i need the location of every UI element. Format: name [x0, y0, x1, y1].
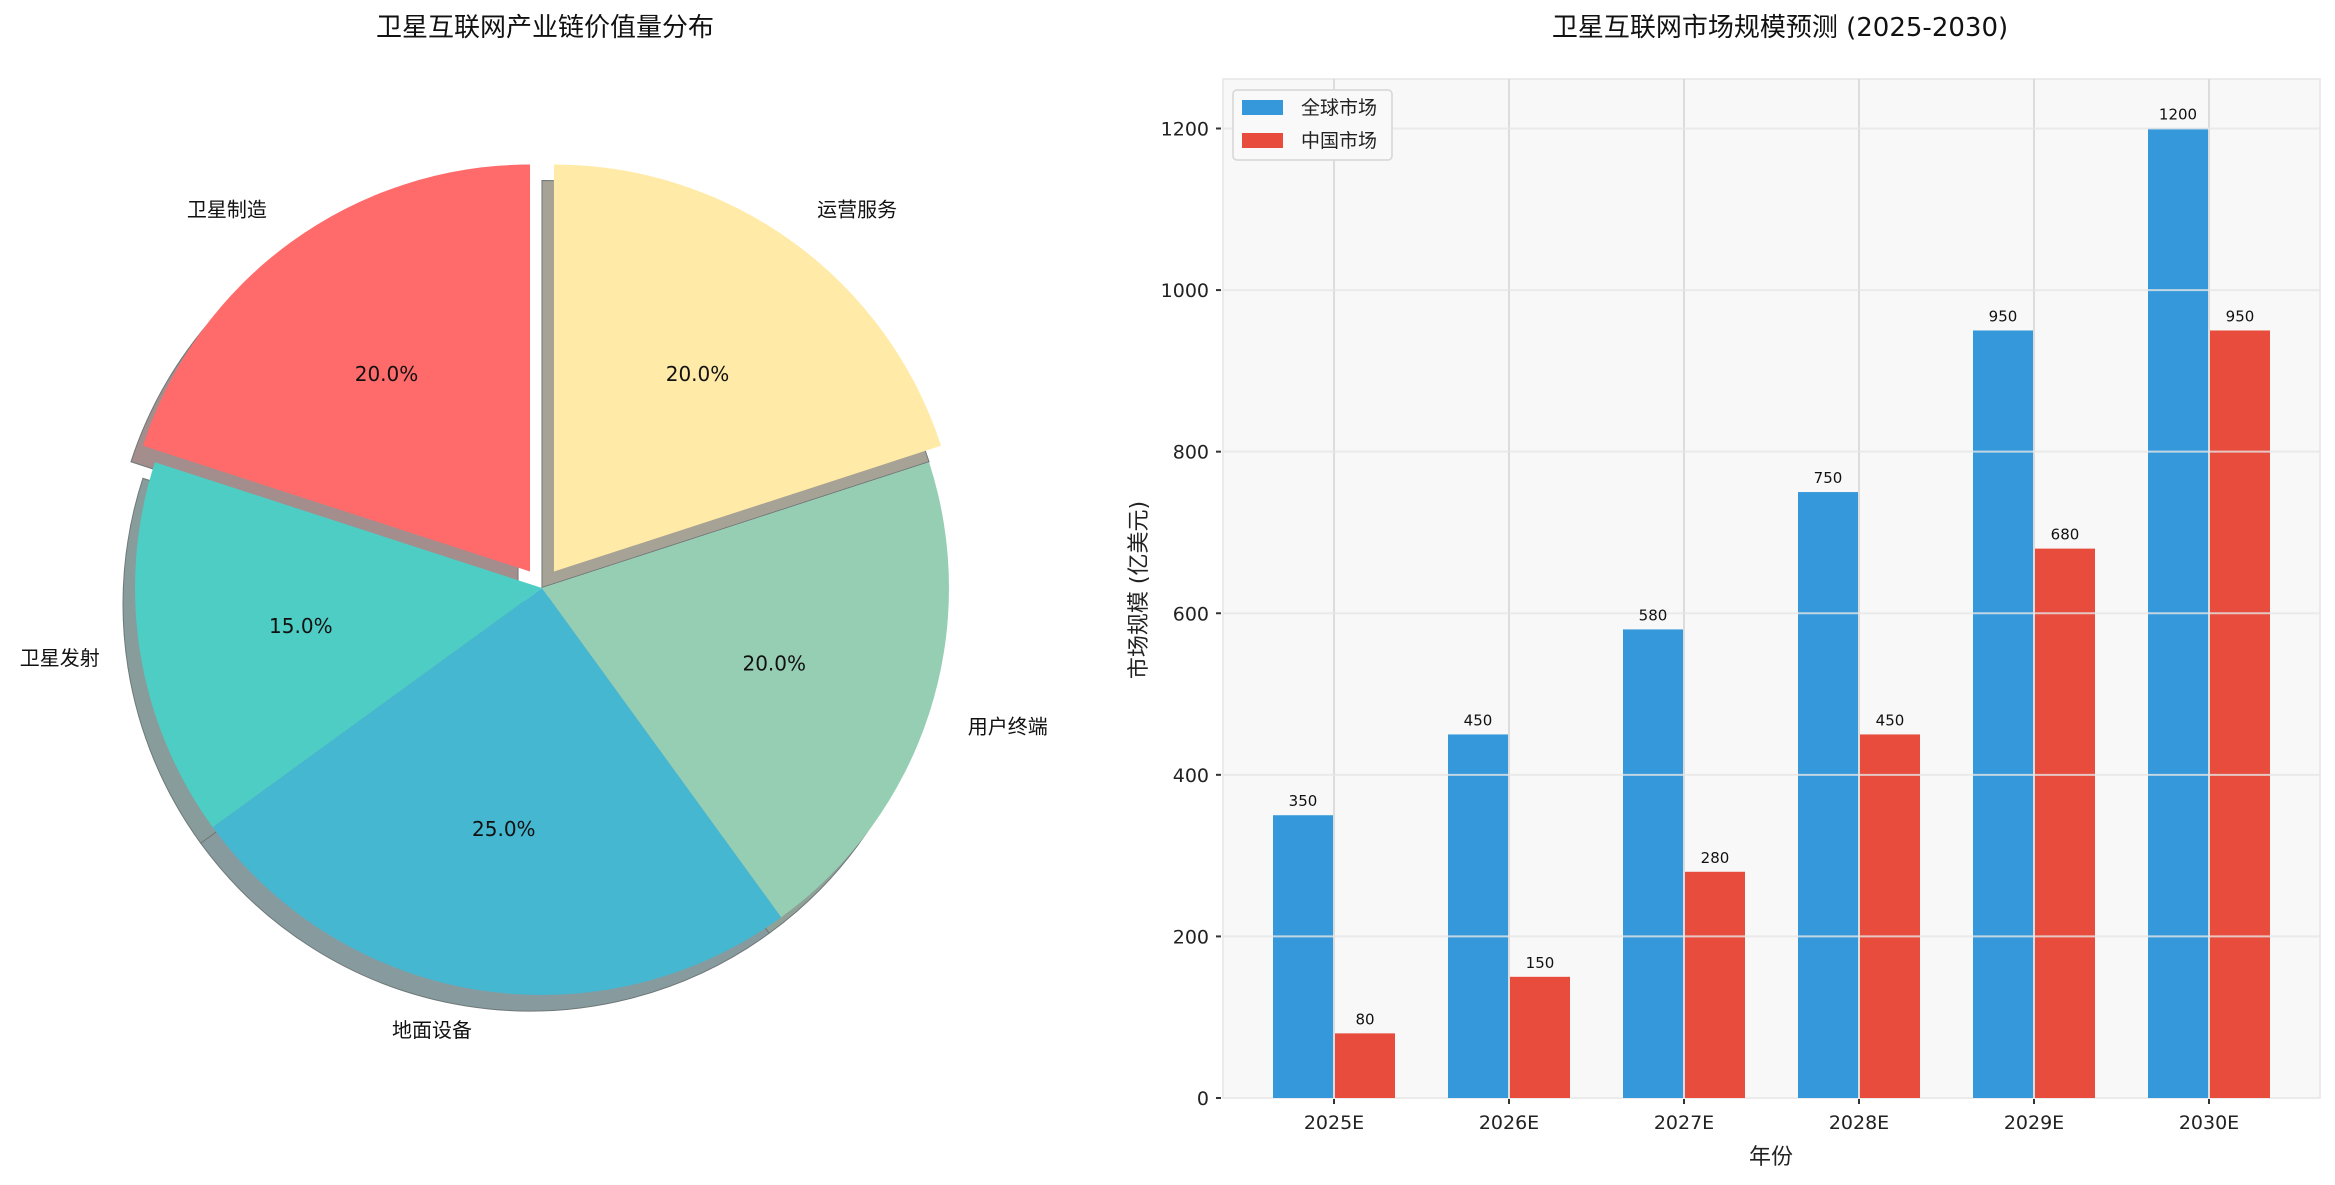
x-tick-label: 2028E	[1829, 1112, 1889, 1134]
pie-category-label: 卫星发射	[20, 646, 100, 670]
bar-value-label: 580	[1639, 606, 1668, 624]
y-tick-label: 1000	[1161, 280, 1209, 302]
bar-value-label: 450	[1876, 711, 1905, 729]
vertical-gridlines	[1333, 79, 2210, 1098]
bar-chart-title: 卫星互联网市场规模预测 (2025-2030)	[1552, 13, 2008, 43]
pie-labels: 20.0% 卫星制造 15.0% 卫星发射 25.0% 地面设备 20.0% 用户终端 20.0…	[20, 197, 1048, 1042]
y-axis: 0 200 400 600 800 1000 1200	[1161, 119, 1221, 1110]
pie-slice	[142, 164, 531, 572]
bar-value-label: 450	[1464, 711, 1493, 729]
bar-value-label: 280	[1701, 849, 1730, 867]
pie-percent-label: 20.0%	[666, 362, 730, 386]
pie-category-label: 地面设备	[392, 1018, 472, 1042]
bar-china	[1335, 1033, 1395, 1098]
bar-value-label: 950	[1989, 307, 2018, 325]
legend-label-global: 全球市场	[1301, 97, 1377, 119]
x-tick-label: 2030E	[2179, 1112, 2239, 1134]
x-axis: 2025E 2026E 2027E 2028E 2029E 2030E	[1304, 1099, 2239, 1134]
pie-slices	[135, 164, 950, 995]
y-tick-label: 0	[1197, 1088, 1209, 1110]
x-tick-label: 2029E	[2004, 1112, 2064, 1134]
bar-value-label: 80	[1355, 1010, 1374, 1028]
x-tick-label: 2026E	[1479, 1112, 1539, 1134]
bar-china	[1685, 871, 1745, 1098]
pie-percent-label: 20.0%	[742, 651, 806, 675]
legend-swatch-global	[1242, 100, 1283, 115]
x-axis-title: 年份	[1749, 1145, 1793, 1170]
y-tick-label: 1200	[1161, 119, 1209, 141]
plot-area	[1222, 78, 2321, 1099]
pie-category-label: 用户终端	[968, 714, 1048, 738]
bar-value-label: 750	[1814, 469, 1843, 487]
bar-value-label: 350	[1289, 792, 1318, 810]
y-tick-label: 200	[1173, 926, 1209, 948]
legend-swatch-china	[1242, 133, 1283, 148]
bar-global	[1798, 492, 1858, 1098]
bar-china	[1510, 976, 1570, 1098]
bar-global	[1973, 330, 2033, 1099]
bar-value-labels: 350 450 580 750 950 1200 80 150 280 450 680 950	[1289, 106, 2255, 1029]
pie-slice	[212, 588, 782, 995]
horizontal-gridlines	[1223, 127, 2320, 938]
y-tick-label: 800	[1173, 442, 1209, 464]
bar-global	[1273, 815, 1333, 1098]
pie-category-label: 运营服务	[817, 197, 897, 221]
y-tick-label: 600	[1173, 603, 1209, 625]
bar-value-label: 950	[2226, 307, 2255, 325]
bar-china	[2035, 548, 2095, 1098]
pie-slice	[553, 164, 942, 572]
bar-global	[1623, 629, 1683, 1098]
pie-percent-label: 15.0%	[269, 614, 333, 638]
bar-global	[1448, 734, 1508, 1098]
pie-slice	[135, 462, 542, 828]
bar-china	[1860, 734, 1920, 1098]
legend-label-china: 中国市场	[1301, 130, 1377, 152]
y-tick-label: 400	[1173, 765, 1209, 787]
pie-percent-label: 20.0%	[355, 362, 419, 386]
pie-category-label: 卫星制造	[187, 197, 267, 221]
y-axis-title: 市场规模 (亿美元)	[1127, 501, 1152, 679]
legend: 全球市场 中国市场	[1232, 89, 1393, 161]
x-tick-label: 2025E	[1304, 1112, 1364, 1134]
x-tick-label: 2027E	[1654, 1112, 1714, 1134]
bar-value-label: 680	[2051, 526, 2080, 544]
pie-chart-title: 卫星互联网产业链价值量分布	[376, 13, 714, 43]
bar-value-label: 1200	[2159, 106, 2197, 124]
pie-percent-label: 25.0%	[472, 817, 536, 841]
bar-china	[2210, 330, 2270, 1099]
bar-chart: 卫星互联网市场规模预测 (2025-2030) 350 450 580 750 950 1…	[1127, 13, 2321, 1170]
pie-slice	[542, 462, 950, 918]
pie-chart: 卫星互联网产业链价值量分布 20.0% 卫星制造 15.0% 卫星发射 25.0% 地面设…	[20, 13, 1048, 1042]
bar-value-label: 150	[1526, 954, 1555, 972]
